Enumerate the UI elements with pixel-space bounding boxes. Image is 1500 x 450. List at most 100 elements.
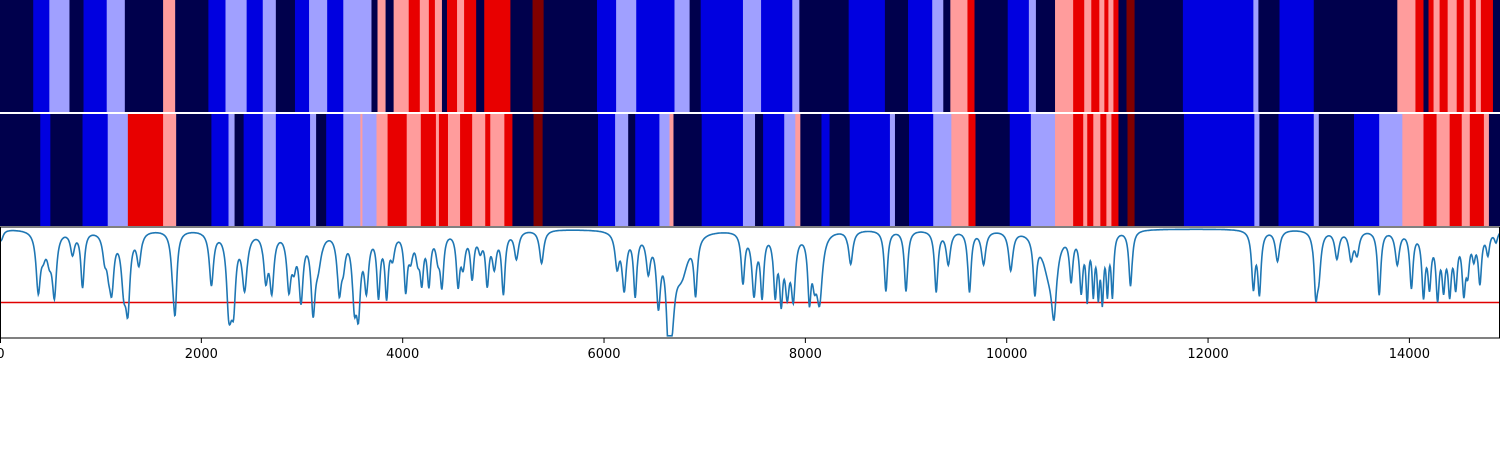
heatmap-cell-0-55 — [1028, 0, 1037, 112]
heatmap-cell-1-19 — [360, 114, 363, 226]
heatmap-cell-1-23 — [406, 114, 422, 226]
heatmap-cell-0-57 — [1055, 0, 1074, 112]
heatmap-cell-1-6 — [163, 114, 177, 226]
heatmap-cell-0-70 — [1258, 0, 1280, 112]
signal-line — [0, 228, 1500, 337]
heatmap-cell-1-21 — [376, 114, 388, 226]
heatmap-cell-1-71 — [1127, 114, 1135, 226]
heatmap-cell-1-5 — [127, 114, 164, 226]
heatmap-cell-1-14 — [289, 114, 311, 226]
heatmap-cell-1-42 — [673, 114, 703, 226]
heatmap-cell-0-79 — [1447, 0, 1458, 112]
heatmap-cell-1-9 — [228, 114, 235, 226]
heatmap-cell-1-62 — [1055, 114, 1074, 226]
heatmap-cell-0-47 — [884, 0, 909, 112]
heatmap-cell-1-37 — [615, 114, 629, 226]
heatmap-cell-1-13 — [275, 114, 291, 226]
heatmap-cell-0-62 — [1104, 0, 1109, 112]
heatmap-cell-0-22 — [408, 0, 421, 112]
heatmap-cell-1-34 — [533, 114, 544, 226]
heatmap-cell-1-39 — [635, 114, 660, 226]
heatmap-cell-0-23 — [419, 0, 430, 112]
heatmap-cell-0-75 — [1423, 0, 1429, 112]
heatmap-cell-0-51 — [950, 0, 968, 112]
heatmap-cell-0-60 — [1091, 0, 1100, 112]
heatmap-cell-1-54 — [894, 114, 910, 226]
heatmap-cell-0-34 — [532, 0, 545, 112]
heatmap-cell-1-86 — [1469, 114, 1485, 226]
heatmap-panel-top — [0, 0, 1500, 112]
x-tick-label-5: 10000 — [986, 347, 1027, 362]
heatmap-cell-0-76 — [1428, 0, 1434, 112]
heatmap-cell-0-58 — [1073, 0, 1085, 112]
heatmap-panel-middle — [0, 114, 1500, 226]
heatmap-cell-0-29 — [464, 0, 477, 112]
x-tick-label-0: 0 — [0, 347, 5, 362]
heatmap-cell-0-3 — [69, 0, 84, 112]
heatmap-cell-1-28 — [460, 114, 473, 226]
heatmap-cell-0-78 — [1439, 0, 1449, 112]
heatmap-cell-1-49 — [800, 114, 822, 226]
heatmap-cell-1-84 — [1449, 114, 1463, 226]
heatmap-cell-0-8 — [175, 0, 209, 112]
heatmap-cell-1-47 — [784, 114, 796, 226]
x-tick-label-1: 2000 — [185, 347, 218, 362]
heatmap-cell-0-64 — [1113, 0, 1119, 112]
heatmap-cell-1-16 — [316, 114, 327, 226]
heatmap-cell-1-78 — [1318, 114, 1355, 226]
heatmap-cell-1-32 — [504, 114, 513, 226]
heatmap-cell-1-60 — [1009, 114, 1032, 226]
heatmap-cell-1-33 — [512, 114, 534, 226]
heatmap-cell-1-68 — [1106, 114, 1112, 226]
heatmap-cell-1-69 — [1111, 114, 1119, 226]
heatmap-cell-0-11 — [246, 0, 264, 112]
heatmap-cell-1-26 — [438, 114, 449, 226]
heatmap-cell-0-6 — [124, 0, 164, 112]
heatmap-cell-0-0 — [0, 0, 34, 112]
heatmap-cell-1-29 — [472, 114, 486, 226]
heatmap-cell-0-72 — [1313, 0, 1398, 112]
heatmap-cell-0-12 — [262, 0, 277, 112]
heatmap-cell-1-25 — [435, 114, 440, 226]
heatmap-cell-1-61 — [1030, 114, 1056, 226]
heatmap-cell-1-58 — [968, 114, 976, 226]
heatmap-cell-1-35 — [542, 114, 599, 226]
heatmap-cell-1-38 — [628, 114, 636, 226]
heatmap-cell-0-4 — [83, 0, 108, 112]
heatmap-cell-1-82 — [1423, 114, 1437, 226]
heatmap-cell-1-45 — [755, 114, 764, 226]
heatmap-cell-0-21 — [393, 0, 410, 112]
heatmap-cell-0-10 — [225, 0, 248, 112]
heatmap-cell-0-14 — [294, 0, 310, 112]
heatmap-cell-0-35 — [543, 0, 598, 112]
heatmap-cell-0-20 — [385, 0, 395, 112]
heatmap-cell-1-18 — [343, 114, 361, 226]
heatmap-cell-0-61 — [1099, 0, 1105, 112]
heatmap-cell-0-1 — [33, 0, 50, 112]
heatmap-cell-1-8 — [211, 114, 229, 226]
heatmap-cell-0-2 — [49, 0, 70, 112]
heatmap-cell-1-27 — [447, 114, 461, 226]
heatmap-cell-1-87 — [1483, 114, 1490, 226]
heatmap-cell-0-41 — [700, 0, 744, 112]
heatmap-cell-1-72 — [1134, 114, 1185, 226]
heatmap-cell-0-71 — [1279, 0, 1315, 112]
heatmap-cell-0-17 — [343, 0, 372, 112]
heatmap-cell-0-85 — [1492, 0, 1500, 112]
heatmap-cell-0-5 — [106, 0, 126, 112]
heatmap-cell-0-48 — [908, 0, 933, 112]
heatmap-cell-1-24 — [420, 114, 437, 226]
heatmap-cell-1-53 — [889, 114, 896, 226]
heatmap-cell-0-45 — [799, 0, 850, 112]
heatmap-cell-0-84 — [1480, 0, 1494, 112]
heatmap-cell-0-28 — [457, 0, 465, 112]
heatmap-cell-0-27 — [446, 0, 458, 112]
heatmap-cell-0-42 — [742, 0, 762, 112]
heatmap-cell-1-85 — [1461, 114, 1471, 226]
heatmap-cell-1-55 — [909, 114, 934, 226]
heatmap-cell-0-32 — [500, 0, 511, 112]
heatmap-cell-0-46 — [848, 0, 886, 112]
heatmap-cell-0-36 — [596, 0, 617, 112]
heatmap-cell-0-53 — [974, 0, 1009, 112]
heatmap-cell-0-83 — [1475, 0, 1482, 112]
